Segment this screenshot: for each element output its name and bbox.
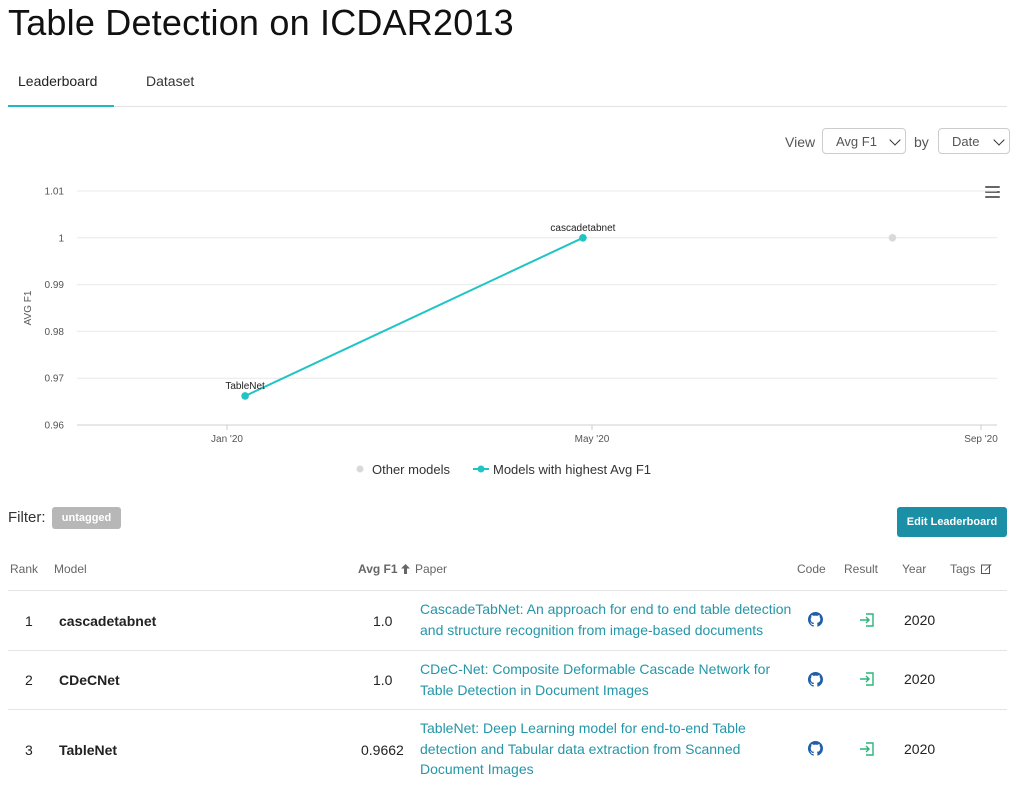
active-tab-indicator [8, 105, 114, 107]
series-line [244, 236, 584, 397]
view-label: View [785, 134, 816, 150]
y-axis-label: AVG F1 [23, 290, 34, 325]
result-link-icon[interactable] [859, 672, 875, 686]
rank-cell: 2 [25, 672, 33, 688]
score-cell: 0.9662 [361, 742, 404, 758]
col-header-paper: Paper [415, 562, 448, 576]
result-link-icon[interactable] [859, 742, 875, 756]
github-icon[interactable] [808, 741, 823, 756]
y-tick-label: 0.99 [45, 280, 65, 291]
view-select[interactable]: Avg F1 [822, 128, 906, 154]
leaderboard-chart: 1.01 1 0.99 0.98 0.97 0.96 Jan '20 May '20 Sep … [23, 187, 998, 478]
year-cell: 2020 [904, 741, 936, 757]
year-cell: 2020 [904, 671, 936, 687]
model-cell[interactable]: cascadetabnet [59, 613, 157, 629]
github-icon[interactable] [808, 612, 823, 627]
sort-arrow-up-icon [400, 564, 410, 574]
col-header-rank: Rank [10, 562, 39, 576]
col-header-code: Code [797, 562, 826, 576]
y-tick-label: 0.98 [45, 327, 65, 338]
data-label: TableNet [225, 381, 265, 392]
paper-link[interactable]: CascadeTabNet: An approach for end to en… [420, 601, 792, 638]
github-icon[interactable] [808, 672, 823, 687]
page-title: Table Detection on ICDAR2013 [8, 2, 514, 43]
score-cell: 1.0 [373, 672, 393, 688]
filter-label: Filter: [8, 509, 46, 526]
result-link-icon[interactable] [859, 613, 875, 627]
y-tick-label: 1 [58, 233, 64, 244]
legend-marker [477, 465, 485, 473]
view-select-value: Avg F1 [836, 134, 877, 149]
col-header-result: Result [844, 562, 879, 576]
paper-link[interactable]: TableNet: Deep Learning model for end-to… [420, 720, 746, 777]
x-tick-label: Jan '20 [211, 434, 243, 445]
legend-item: Models with highest Avg F1 [493, 462, 651, 477]
table-divider [8, 709, 1007, 710]
x-tick-label: May '20 [575, 434, 610, 445]
by-label: by [914, 134, 929, 150]
rank-cell: 3 [25, 742, 33, 758]
y-tick-label: 1.01 [45, 187, 65, 198]
hamburger-menu-icon[interactable] [985, 186, 1000, 200]
tab-dataset[interactable]: Dataset [146, 73, 195, 89]
y-tick-label: 0.97 [45, 374, 65, 385]
model-cell[interactable]: CDeCNet [59, 672, 120, 688]
col-header-model[interactable]: Model [54, 562, 87, 576]
edit-leaderboard-button[interactable]: Edit Leaderboard [897, 507, 1007, 537]
tab-leaderboard[interactable]: Leaderboard [18, 73, 98, 89]
data-point [888, 234, 897, 242]
by-select[interactable]: Date [938, 128, 1010, 154]
col-header-year: Year [902, 562, 927, 576]
untagged-filter-tag[interactable]: untagged [52, 507, 121, 529]
score-cell: 1.0 [373, 613, 393, 629]
y-tick-label: 0.96 [45, 421, 65, 432]
table-divider [8, 590, 1007, 591]
by-select-value: Date [952, 134, 980, 149]
edit-icon[interactable] [981, 563, 992, 574]
col-header-metric-label: Avg F1 [358, 562, 398, 576]
data-point [241, 392, 249, 400]
year-cell: 2020 [904, 612, 936, 628]
legend-marker [356, 465, 364, 473]
paper-link[interactable]: CDeC-Net: Composite Deformable Cascade N… [420, 661, 771, 698]
legend-item: Other models [372, 462, 451, 477]
data-point [579, 234, 587, 242]
rank-cell: 1 [25, 613, 33, 629]
data-label: cascadetabnet [550, 223, 615, 234]
col-header-tags: Tags [950, 562, 976, 576]
model-cell[interactable]: TableNet [59, 742, 118, 758]
table-divider [8, 650, 1007, 651]
x-tick-label: Sep '20 [964, 434, 998, 445]
tab-bar: Leaderboard Dataset [8, 58, 1007, 107]
col-header-metric[interactable]: Avg F1 [358, 562, 410, 576]
